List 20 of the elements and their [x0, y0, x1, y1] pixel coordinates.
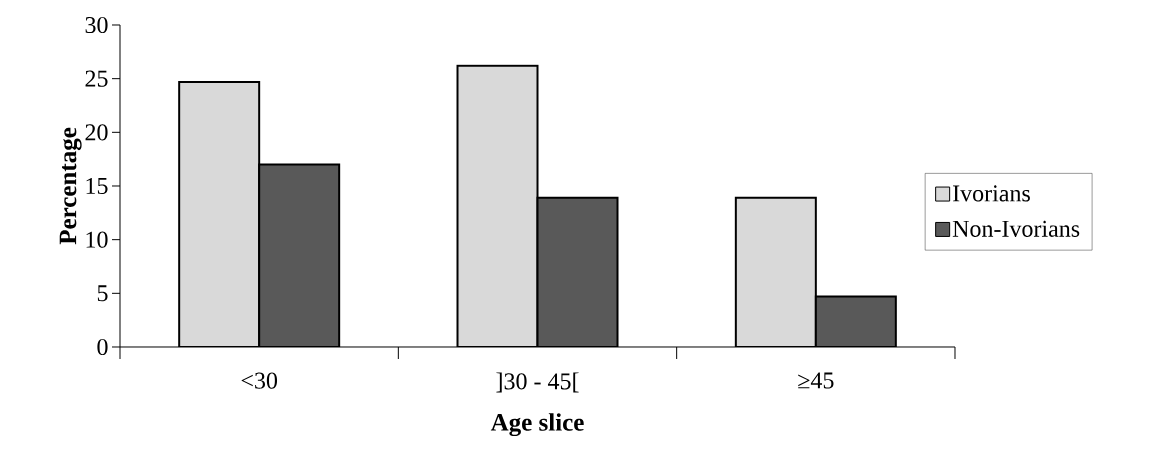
- y-tick-label: 5: [97, 285, 108, 302]
- x-tick-label: ]30 - 45[: [496, 372, 579, 393]
- bar: [536, 196, 619, 347]
- y-tick-label: 30: [85, 16, 108, 34]
- x-tick-label: ≥45: [798, 372, 834, 389]
- y-tick-label: 15: [86, 177, 108, 195]
- bar: [178, 80, 261, 347]
- bar: [258, 163, 341, 347]
- y-tick-label: 25: [85, 70, 108, 87]
- legend-label: Ivorians: [953, 185, 1030, 202]
- y-tick-label: 0: [97, 338, 108, 356]
- x-tick-label: <30: [241, 372, 278, 389]
- legend-label: Non-Ivorians: [952, 220, 1080, 237]
- y-axis-title: Percentage: [59, 127, 82, 245]
- y-tick-label: 10: [86, 231, 108, 248]
- x-axis-title: Age slice: [490, 413, 584, 437]
- bar: [734, 196, 817, 347]
- bar: [456, 64, 539, 347]
- bar: [814, 295, 897, 347]
- y-tick-label: 20: [85, 124, 108, 141]
